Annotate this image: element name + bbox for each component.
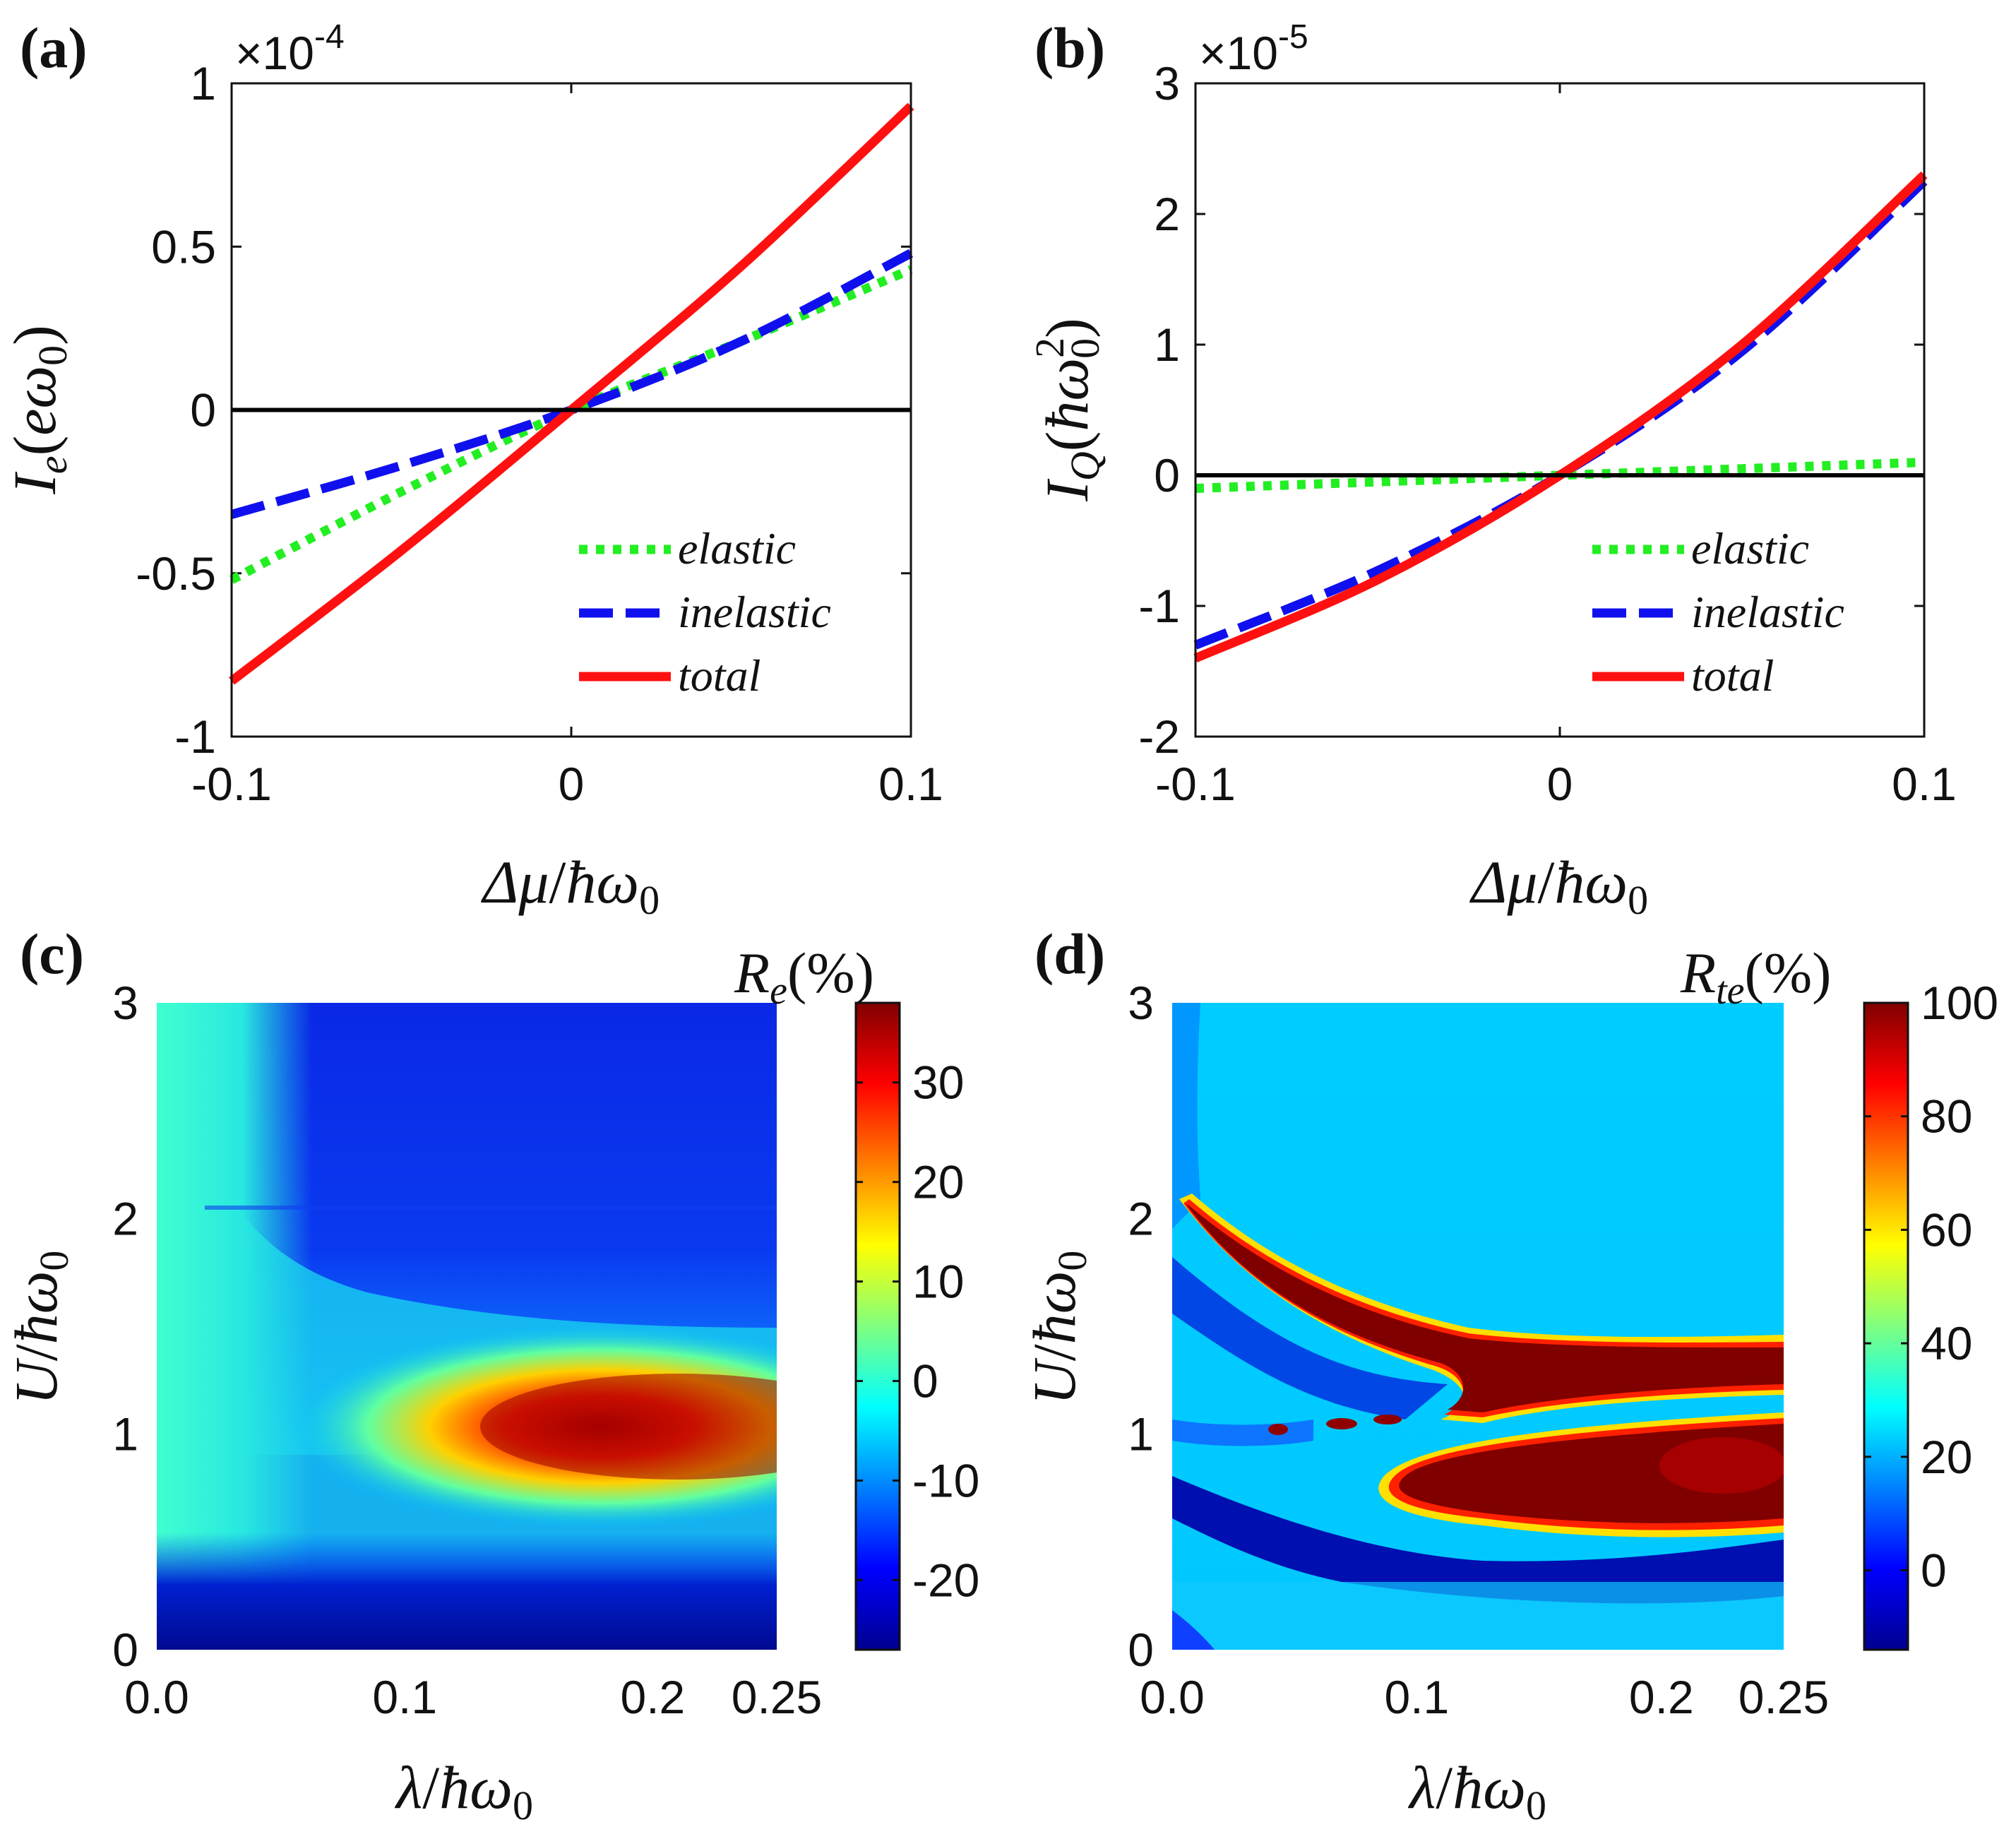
x-tick-label: 0.0 — [1140, 1671, 1205, 1723]
y-tick-label: 1 — [1128, 1408, 1154, 1460]
panel-d-xlabel: λ/ħω0 — [1407, 1754, 1546, 1828]
x-tick-label: 0.1 — [1385, 1671, 1450, 1723]
elastic-line — [229, 265, 913, 584]
colorbar-tick-label: 100 — [1921, 977, 1998, 1029]
inelastic-line — [1193, 177, 1928, 650]
panel-c-xlabel: λ/ħω0 — [394, 1754, 533, 1828]
y-tick-label: 0 — [1154, 449, 1180, 501]
colorbar-tick-label: -10 — [912, 1454, 979, 1506]
panel-label-a: (a) — [20, 16, 88, 80]
panel-c-heatmap: 0.0 0.1 0.2 0.25 0 1 2 3 -20 -10 0 10 20 30 Re(%) λ/ħ… — [2, 941, 979, 1828]
panel-c-colorbar — [854, 1001, 901, 1651]
legend-label-total: total — [1691, 650, 1774, 701]
panel-c-heatmap-image — [157, 1003, 777, 1650]
y-tick-label: 0 — [112, 1624, 138, 1676]
panel-b-legend: elastic inelastic total — [1592, 523, 1844, 701]
panel-b-ticks: -0.1 0 0.1 -2 -1 0 1 2 3 — [1138, 57, 1957, 810]
panel-a-ylabel: Ie(eω0) — [1, 325, 76, 495]
legend-label-inelastic: inelastic — [1691, 587, 1844, 637]
panel-c-colorbar-title: Re(%) — [734, 941, 874, 1013]
panel-a-line-chart: ×10-4 -0.1 0 0.1 -1 -0.5 0 0.5 1 elastic inelast… — [1, 18, 943, 923]
y-tick-label: 0.5 — [151, 220, 216, 273]
panel-a-xlabel: Δμ/ħω0 — [481, 848, 660, 923]
panel-b-series — [1193, 171, 1928, 662]
panel-a-series — [229, 102, 914, 685]
panel-b-ylabel: IQ(ħω20) — [1027, 318, 1108, 502]
panel-d-heatmap: 0.0 0.1 0.2 0.25 0 1 2 3 0 20 40 60 80 100 Rte(%) λ/ħ… — [1020, 941, 1998, 1828]
colorbar-tick-label: 0 — [912, 1355, 938, 1407]
x-tick-label: -0.1 — [1155, 758, 1236, 810]
colorbar-tick-label: 80 — [1921, 1090, 1972, 1143]
panel-a-ticks: -0.1 0 0.1 -1 -0.5 0 0.5 1 — [136, 57, 943, 810]
y-tick-label: 2 — [1128, 1192, 1154, 1244]
x-tick-label: 0.1 — [1892, 758, 1957, 810]
panel-a-axes-box — [230, 82, 912, 738]
panel-b-xlabel: Δμ/ħω0 — [1469, 848, 1648, 923]
y-tick-label: 3 — [1128, 977, 1154, 1029]
panel-b-exponent: ×10-5 — [1199, 18, 1308, 79]
panel-d-ylabel: U/ħω0 — [1020, 1251, 1095, 1405]
colorbar-tick-label: 60 — [1921, 1203, 1972, 1256]
colorbar-tick-label: 30 — [912, 1057, 964, 1109]
x-tick-label: 0.2 — [621, 1671, 686, 1723]
y-tick-label: -2 — [1138, 710, 1180, 763]
inelastic-line — [230, 249, 913, 519]
elastic-line — [1195, 458, 1925, 493]
panel-b-line-chart: ×10-5 -0.1 0 0.1 -2 -1 0 1 2 3 elastic inelastic t… — [1027, 18, 1957, 923]
x-tick-label: 0 — [559, 758, 585, 810]
x-tick-label: 0.25 — [1738, 1671, 1829, 1723]
colorbar-tick-label: 40 — [1921, 1317, 1972, 1369]
y-tick-label: 2 — [1154, 188, 1180, 240]
x-tick-label: -0.1 — [191, 758, 272, 810]
panel-a-exponent: ×10-4 — [235, 18, 345, 79]
colorbar-tick-label: 20 — [1921, 1431, 1972, 1483]
y-tick-label: -1 — [174, 710, 216, 763]
y-tick-label: 1 — [1154, 319, 1180, 371]
panel-c-ylabel: U/ħω0 — [2, 1251, 77, 1405]
x-tick-label: 0.2 — [1629, 1671, 1694, 1723]
x-tick-label: 0.25 — [732, 1671, 822, 1723]
colorbar-tick-label: -20 — [912, 1554, 979, 1606]
panel-d-colorbar — [1863, 1001, 1909, 1651]
x-tick-label: 0.1 — [878, 758, 943, 810]
panel-a-legend: elastic inelastic total — [579, 523, 831, 701]
panel-d-colorbar-title: Rte(%) — [1680, 941, 1831, 1013]
y-tick-label: -0.5 — [136, 547, 216, 600]
panel-b-axes-box — [1194, 82, 1926, 738]
total-line — [1193, 171, 1928, 662]
x-tick-label: 0 — [1547, 758, 1573, 810]
y-tick-label: 1 — [112, 1408, 138, 1460]
panel-label-b: (b) — [1034, 16, 1105, 80]
panel-label-d: (d) — [1034, 922, 1105, 986]
legend-label-total: total — [678, 650, 761, 701]
y-tick-label: 0 — [190, 384, 216, 436]
colorbar-tick-label: 20 — [912, 1156, 964, 1208]
colorbar-tick-label: 0 — [1921, 1545, 1947, 1597]
y-tick-label: 3 — [112, 977, 138, 1029]
y-tick-label: 2 — [112, 1192, 138, 1244]
panel-c-ticks: 0.0 0.1 0.2 0.25 0 1 2 3 -20 -10 0 10 20 30 — [112, 977, 979, 1723]
legend-label-inelastic: inelastic — [678, 587, 831, 637]
x-tick-label: 0.0 — [124, 1671, 189, 1723]
panel-d-heatmap-image — [1172, 1003, 1784, 1650]
y-tick-label: 0 — [1128, 1624, 1154, 1676]
x-tick-label: 0.1 — [372, 1671, 437, 1723]
legend-label-elastic: elastic — [1691, 523, 1809, 573]
y-tick-label: 3 — [1154, 57, 1180, 109]
panel-label-c: (c) — [20, 922, 84, 986]
y-tick-label: 1 — [190, 57, 216, 109]
legend-label-elastic: elastic — [678, 523, 796, 573]
y-tick-label: -1 — [1138, 580, 1180, 632]
colorbar-tick-label: 10 — [912, 1256, 964, 1308]
panel-d-ticks: 0.0 0.1 0.2 0.25 0 1 2 3 0 20 40 60 80 100 — [1128, 977, 1998, 1723]
